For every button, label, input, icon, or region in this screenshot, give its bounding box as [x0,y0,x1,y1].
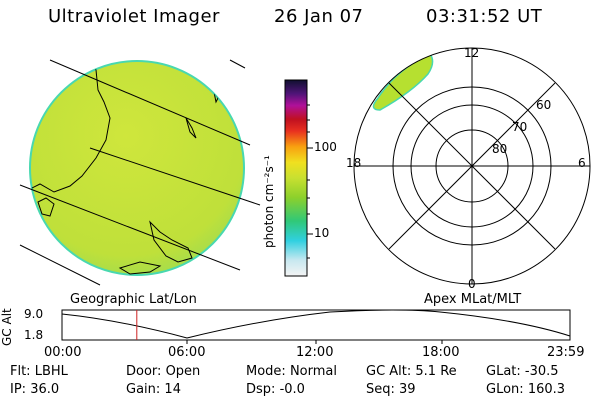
altitude-plot [61,309,571,344]
mlat-label-80: 80 [492,142,508,156]
polar-plot [353,47,591,285]
info-mode-value: Normal [289,364,337,379]
info-dsp-value: -0.0 [279,382,305,397]
new-zealand-south-outline [118,261,162,275]
earth-image [19,59,261,286]
altitude-curve [61,309,571,339]
mlat-label-60: 60 [536,98,552,112]
info-glat: GLat: -30.5 [486,364,559,379]
aurora-region [372,53,434,111]
app-title: Ultraviolet Imager [48,6,220,27]
info-gain: Gain: 14 [126,382,181,397]
info-seq-value: 39 [399,382,416,397]
info-flt-value: LBHL [34,364,68,379]
info-dsp: Dsp: -0.0 [246,382,305,397]
info-flt: Flt: LBHL [10,364,68,379]
time-readout: 03:31:52 UT [426,6,543,27]
time-tick-1800: 18:00 [422,345,460,360]
info-door-value: Open [165,364,201,379]
colorbar-tick-10: 10 [314,226,330,240]
colorbar-tick-100: 100 [314,140,337,154]
geo-panel-label: Geographic Lat/Lon [70,292,197,307]
info-glon: GLon: 160.3 [486,382,566,397]
mlt-label-6: 6 [578,156,586,170]
time-tick-1200: 12:00 [296,345,334,360]
time-tick-0000: 00:00 [44,345,82,360]
mlt-label-12: 12 [464,46,480,60]
colorbar [284,79,313,277]
info-door: Door: Open [126,364,201,379]
tasmania-outline [37,197,55,217]
info-mode: Mode: Normal [246,364,337,379]
info-seq: Seq: 39 [366,382,416,397]
geo-grid-lines [19,59,261,286]
info-gc-alt-value: 5.1 Re [415,364,457,379]
australia-coastline [30,61,111,193]
mlat-label-70: 70 [512,120,528,134]
altitude-axis-label: GC Alt [0,308,14,346]
mlt-label-18: 18 [346,156,362,170]
time-tick-0600: 06:00 [168,345,206,360]
apex-panel-label: Apex MLat/MLT [424,292,522,307]
date-readout: 26 Jan 07 [274,6,364,27]
info-glon-value: 160.3 [527,382,566,397]
info-gc-alt: GC Alt: 5.1 Re [366,364,457,379]
new-zealand-north-outline [149,220,193,263]
mlt-label-0: 0 [468,277,476,291]
time-tick-2359: 23:59 [547,345,585,360]
info-gain-value: 14 [164,382,181,397]
altitude-tick-low: 1.8 [24,328,44,342]
info-glat-value: -30.5 [524,364,559,379]
island-outline [185,117,197,139]
info-ip-value: 36.0 [30,382,60,397]
info-ip: IP: 36.0 [10,382,60,397]
colorbar-unit-label: photon cm⁻²s⁻¹ [262,155,276,248]
altitude-tick-high: 9.0 [24,307,44,321]
